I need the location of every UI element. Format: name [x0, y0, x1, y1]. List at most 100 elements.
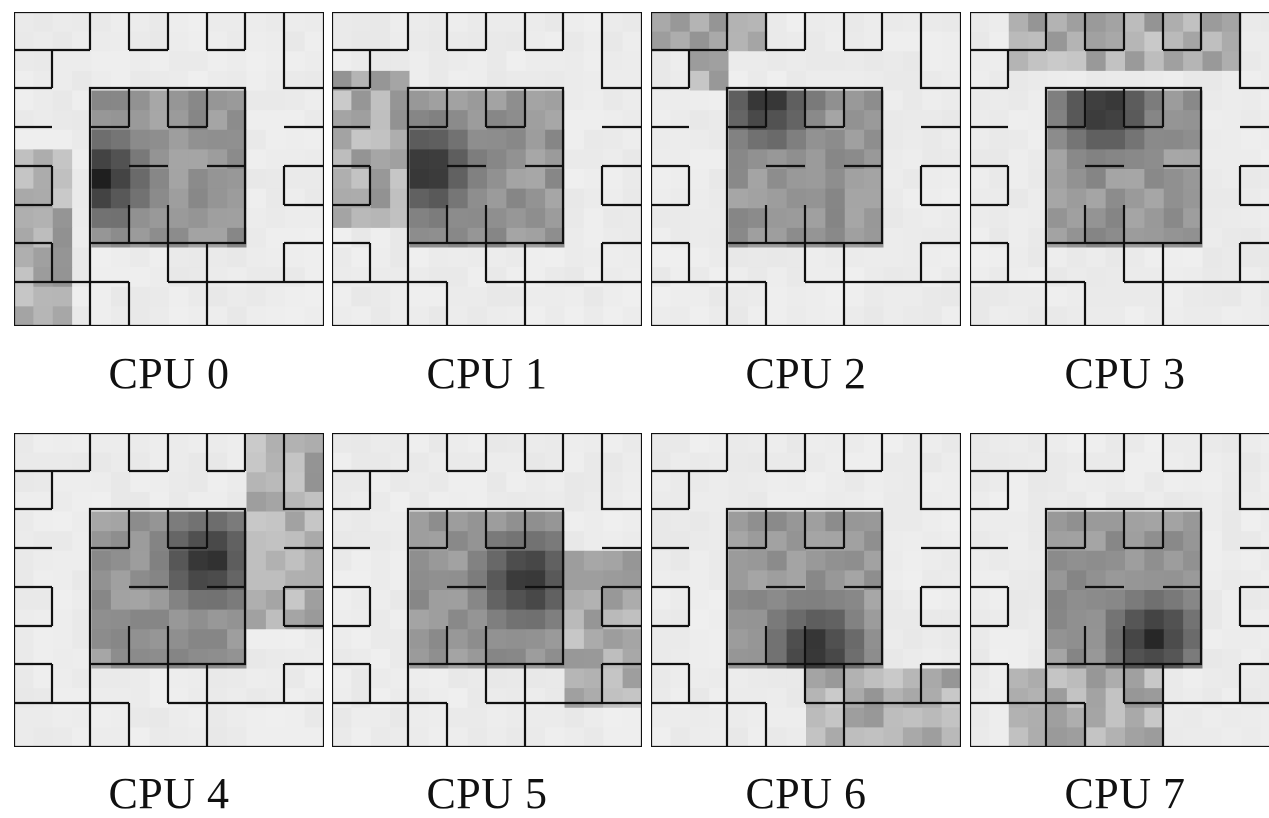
heatmap-cell	[1183, 491, 1204, 513]
heatmap-cell	[922, 188, 943, 209]
heatmap-cell	[1163, 90, 1184, 111]
heatmap-cell	[1086, 306, 1107, 326]
heatmap-cell	[409, 12, 430, 33]
heatmap-cell	[130, 169, 151, 190]
heatmap-cell	[767, 531, 788, 552]
heatmap-cell	[72, 286, 93, 307]
cpu-4-heatmap	[14, 433, 324, 747]
heatmap-cell	[351, 208, 372, 229]
heatmap-cell	[941, 433, 961, 454]
heatmap-cell	[806, 110, 826, 131]
heatmap-cell	[1047, 648, 1068, 670]
heatmap-cell	[1202, 727, 1223, 747]
heatmap-cell	[110, 70, 131, 92]
heatmap-cell	[91, 433, 112, 454]
heatmap-cell	[689, 491, 710, 513]
heatmap-cell	[506, 286, 527, 307]
heatmap-cell	[14, 70, 34, 92]
heatmap-cell	[689, 511, 710, 532]
heatmap-cell	[14, 188, 34, 209]
heatmap-cell	[169, 227, 189, 249]
heatmap-cell	[409, 31, 430, 52]
heatmap-cell	[728, 129, 749, 150]
heatmap-cell	[1260, 31, 1269, 52]
heatmap-cell	[1163, 433, 1184, 454]
heatmap-cell	[265, 90, 286, 111]
heatmap-cell	[409, 267, 430, 288]
heatmap-cell	[1008, 707, 1029, 728]
heatmap-cell	[72, 727, 93, 747]
heatmap-cell	[265, 550, 286, 571]
heatmap-cell	[188, 590, 209, 611]
heatmap-cell	[188, 208, 209, 229]
heatmap-cell	[1008, 169, 1029, 190]
heatmap-cell	[1125, 208, 1145, 229]
heatmap-cell	[1125, 648, 1145, 670]
heatmap-cell	[1105, 452, 1126, 473]
heatmap-cell	[844, 227, 865, 249]
heatmap-cell	[728, 668, 749, 689]
heatmap-cell	[689, 12, 710, 33]
heatmap-cell	[33, 267, 54, 288]
heatmap-cell	[970, 452, 990, 473]
heatmap-cell	[564, 286, 585, 307]
heatmap-cell	[989, 472, 1010, 493]
heatmap-cell	[651, 12, 671, 33]
heatmap-cell	[285, 247, 306, 268]
heatmap-cell	[747, 169, 768, 190]
heatmap-cell	[1066, 609, 1087, 630]
heatmap-cell	[883, 707, 904, 728]
heatmap-cell	[1008, 70, 1029, 92]
heatmap-cell	[370, 149, 391, 170]
heatmap-cell	[1008, 472, 1029, 493]
heatmap-cell	[583, 208, 604, 229]
heatmap-cell	[970, 491, 990, 513]
heatmap-cell	[545, 149, 566, 170]
heatmap-cell	[467, 491, 488, 513]
heatmap-cell	[188, 227, 209, 249]
heatmap-cell	[72, 188, 93, 209]
heatmap-cell	[246, 31, 267, 52]
heatmap-cell	[728, 110, 749, 131]
heatmap-cell	[1086, 629, 1107, 650]
heatmap-cell	[448, 609, 469, 630]
heatmap-cell	[1202, 511, 1223, 532]
heatmap-cell	[1066, 511, 1087, 532]
heatmap-cell	[806, 306, 826, 326]
heatmap-cell	[622, 648, 642, 670]
heatmap-cell	[689, 267, 710, 288]
heatmap-cell	[545, 531, 566, 552]
heatmap-cell	[110, 629, 131, 650]
heatmap-cell	[351, 90, 372, 111]
heatmap-cell	[786, 550, 807, 571]
heatmap-cell	[1066, 208, 1087, 229]
heatmap-cell	[864, 511, 885, 532]
heatmap-cell	[545, 12, 566, 33]
heatmap-cell	[864, 31, 885, 52]
heatmap-cell	[149, 70, 170, 92]
heatmap-cell	[1008, 688, 1029, 709]
heatmap-cell	[506, 590, 527, 611]
heatmap-cell	[902, 452, 923, 473]
heatmap-cell	[1260, 90, 1269, 111]
heatmap-cell	[1008, 727, 1029, 747]
heatmap-cell	[207, 452, 228, 473]
heatmap-cell	[1202, 247, 1223, 268]
heatmap-cell	[1183, 188, 1204, 209]
heatmap-cell	[52, 472, 73, 493]
heatmap-cell	[246, 570, 267, 591]
heatmap-cell	[941, 648, 961, 670]
heatmap-cell	[1125, 531, 1145, 552]
heatmap-cell	[825, 267, 846, 288]
heatmap-cell	[149, 227, 170, 249]
heatmap-cell	[169, 31, 189, 52]
heatmap-cell	[428, 590, 449, 611]
heatmap-cell	[1086, 590, 1107, 611]
heatmap-cell	[487, 668, 507, 689]
heatmap-cell	[370, 110, 391, 131]
heatmap-cell	[709, 227, 730, 249]
heatmap-cell	[207, 247, 228, 268]
heatmap-cell	[1183, 110, 1204, 131]
heatmap-cell	[902, 727, 923, 747]
heatmap-cell	[922, 208, 943, 229]
